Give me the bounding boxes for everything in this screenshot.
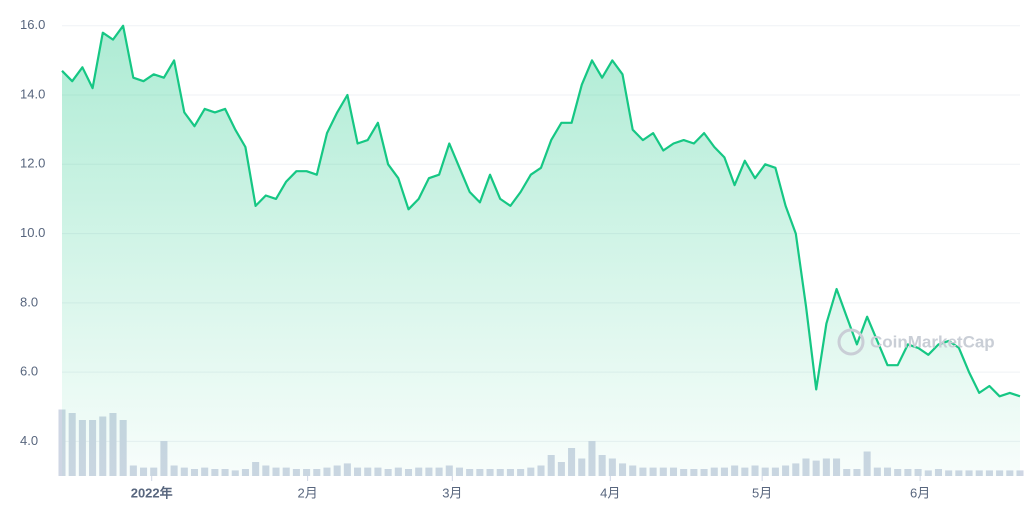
- x-tick-label: 2022年: [131, 485, 173, 500]
- watermark-logo: [837, 328, 865, 356]
- plot: [61, 24, 1021, 477]
- x-tick-label: 3月: [442, 485, 462, 500]
- y-tick-label: 10.0: [20, 225, 45, 240]
- watermark: CoinMarketCap: [870, 332, 995, 351]
- x-tick-label: 4月: [600, 485, 620, 500]
- x-tick-label: 5月: [752, 485, 772, 500]
- x-tick-label: 2月: [297, 485, 317, 500]
- y-tick-label: 16.0: [20, 17, 45, 32]
- area: [62, 25, 1020, 477]
- y-tick-label: 6.0: [20, 364, 38, 379]
- x-tick-label: 6月: [910, 485, 930, 500]
- y-tick-label: 12.0: [20, 156, 45, 171]
- y-tick-label: 8.0: [20, 294, 38, 309]
- y-tick-label: 4.0: [20, 433, 38, 448]
- y-tick-label: 14.0: [20, 86, 45, 101]
